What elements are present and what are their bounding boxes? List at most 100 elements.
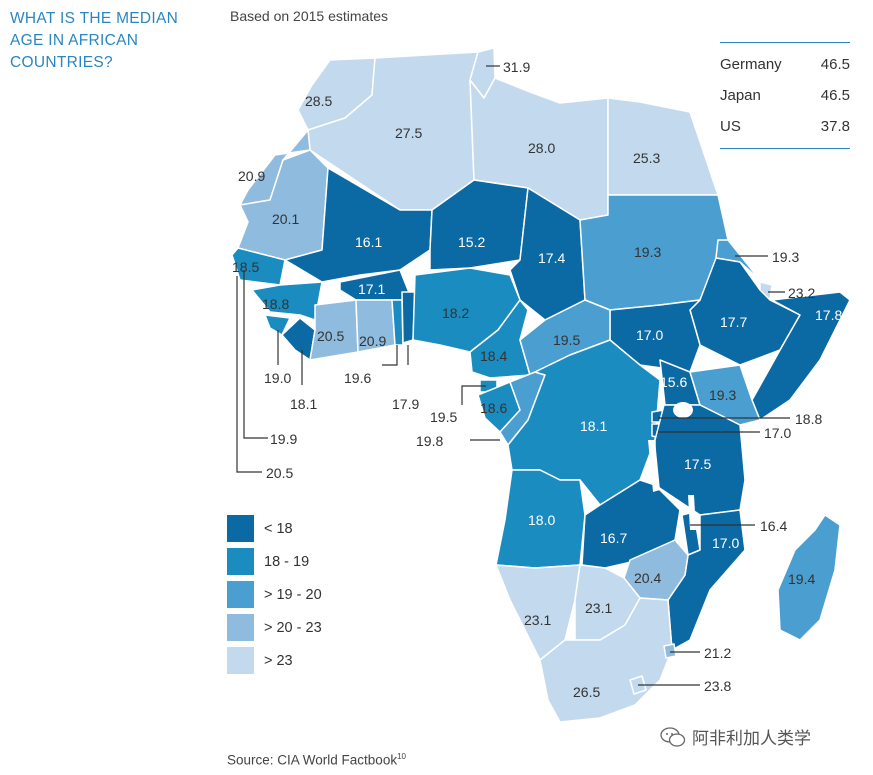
reference-country: US <box>720 118 741 135</box>
region-angola <box>495 469 586 569</box>
label-senegal: 18.5 <box>232 259 259 275</box>
reference-row-us: US 37.8 <box>720 111 850 142</box>
label-mozambique: 17.0 <box>712 535 739 551</box>
region-cote-divoire <box>309 299 359 361</box>
label-tanzania: 17.5 <box>684 456 711 472</box>
watermark: 阿非利加人类学 <box>660 724 811 749</box>
label-sierra-leone: 19.0 <box>264 370 291 386</box>
legend-label: 18 - 19 <box>264 553 310 570</box>
label-egypt: 25.3 <box>633 150 660 166</box>
legend-swatch <box>227 614 254 641</box>
label-algeria: 27.5 <box>395 125 422 141</box>
region-swaziland <box>663 643 677 659</box>
legend-item: < 18 <box>227 512 322 545</box>
region-eritrea <box>715 239 761 281</box>
region-niger <box>429 179 529 271</box>
label-togo: 19.6 <box>344 370 371 386</box>
label-guinea-bissau: 20.5 <box>266 465 293 481</box>
label-swaziland: 21.2 <box>704 645 731 661</box>
label-congo: 19.8 <box>416 433 443 449</box>
callout-line-gambia <box>243 270 268 439</box>
label-botswana: 23.1 <box>585 600 612 616</box>
label-mauritania: 20.1 <box>272 211 299 227</box>
label-malawi: 16.4 <box>760 518 787 534</box>
callout-line-eq-guinea <box>461 385 486 405</box>
label-namibia: 23.1 <box>524 612 551 628</box>
label-libya: 28.0 <box>528 140 555 156</box>
label-south-africa: 26.5 <box>573 684 600 700</box>
label-eq-guinea: 19.5 <box>430 409 457 425</box>
reference-table: Germany 46.5 Japan 46.5 US 37.8 <box>720 42 850 149</box>
source-note: Source: CIA World Factbook10 <box>227 752 406 768</box>
label-morocco: 28.5 <box>305 93 332 109</box>
region-madagascar <box>777 514 841 641</box>
label-ethiopia: 17.7 <box>720 314 747 330</box>
label-liberia: 18.1 <box>290 396 317 412</box>
region-mali <box>284 167 433 283</box>
label-western-sahara: 20.9 <box>238 168 265 184</box>
legend-label: > 23 <box>264 652 293 669</box>
title-line: COUNTRIES? <box>10 54 113 71</box>
callout-line-guinea-bissau <box>236 276 262 473</box>
watermark-text: 阿非利加人类学 <box>692 729 811 748</box>
region-senegal <box>231 247 286 286</box>
region-mauritania <box>237 149 329 261</box>
label-kenya: 19.3 <box>709 387 736 403</box>
label-madagascar: 19.4 <box>788 571 815 587</box>
legend-item: > 19 - 20 <box>227 578 322 611</box>
label-somalia: 17.8 <box>815 307 842 323</box>
reference-value: 46.5 <box>820 56 850 73</box>
label-rwanda: 18.8 <box>795 411 822 427</box>
label-nigeria: 18.2 <box>442 305 469 321</box>
legend-label: > 19 - 20 <box>264 586 322 603</box>
legend-item: > 20 - 23 <box>227 611 322 644</box>
region-drc <box>507 339 661 506</box>
lake-victoria <box>673 402 693 418</box>
legend-swatch <box>227 581 254 608</box>
legend-label: < 18 <box>264 520 293 537</box>
label-drc: 18.1 <box>580 418 607 434</box>
region-somalia <box>751 291 851 421</box>
label-eritrea: 19.3 <box>772 249 799 265</box>
callout-line-togo <box>382 345 398 366</box>
lake-tanganyika <box>648 440 660 492</box>
reference-row-japan: Japan 46.5 <box>720 80 850 111</box>
map-title: WHAT IS THE MEDIAN AGE IN AFRICAN COUNTR… <box>10 8 220 74</box>
label-cameroon: 18.4 <box>480 348 507 364</box>
wechat-icon <box>660 726 686 747</box>
reference-country: Japan <box>720 87 761 104</box>
label-lesotho: 23.8 <box>704 678 731 694</box>
label-car: 19.5 <box>553 332 580 348</box>
label-gabon: 18.6 <box>480 400 507 416</box>
label-zambia: 16.7 <box>600 530 627 546</box>
label-angola: 18.0 <box>528 512 555 528</box>
label-benin: 17.9 <box>392 396 419 412</box>
title-line: AGE IN AFRICAN <box>10 32 139 49</box>
label-gambia: 19.9 <box>270 431 297 447</box>
label-niger: 15.2 <box>458 234 485 250</box>
subtitle: Based on 2015 estimates <box>230 8 388 24</box>
source-text: Source: CIA World Factbook <box>227 752 398 768</box>
legend-swatch <box>227 647 254 674</box>
label-ghana: 20.9 <box>359 333 386 349</box>
label-djibouti: 23.2 <box>788 285 815 301</box>
region-togo <box>391 299 404 346</box>
legend: < 18 18 - 19 > 19 - 20 > 20 - 23 > 23 <box>227 512 322 677</box>
legend-item: > 23 <box>227 644 322 677</box>
legend-item: 18 - 19 <box>227 545 322 578</box>
title-line: WHAT IS THE MEDIAN <box>10 10 179 27</box>
label-cote-divoire: 20.5 <box>317 328 344 344</box>
reference-value: 46.5 <box>820 87 850 104</box>
label-guinea: 18.8 <box>262 296 289 312</box>
legend-swatch <box>227 548 254 575</box>
region-egypt <box>607 97 719 196</box>
label-burundi: 17.0 <box>764 425 791 441</box>
source-footnote: 10 <box>397 752 406 761</box>
label-burkina-faso: 17.1 <box>358 281 385 297</box>
label-chad: 17.4 <box>538 250 565 266</box>
legend-label: > 20 - 23 <box>264 619 322 636</box>
reference-row-germany: Germany 46.5 <box>720 49 850 80</box>
reference-value: 37.8 <box>820 118 850 135</box>
lake-malawi <box>688 495 696 530</box>
